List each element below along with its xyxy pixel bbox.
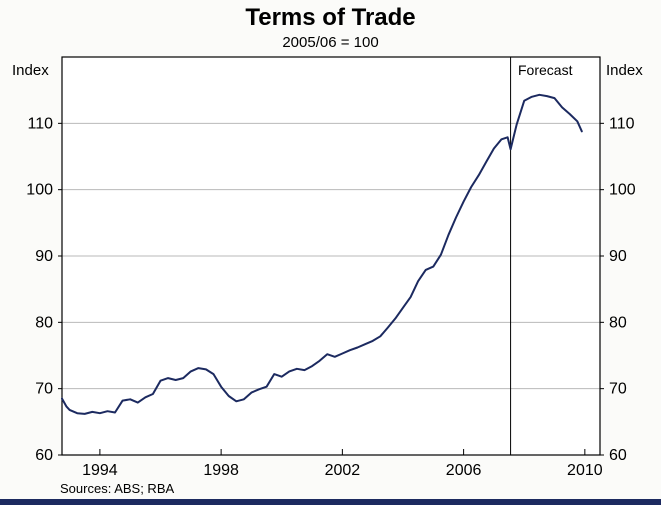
svg-text:1994: 1994	[82, 462, 118, 479]
chart-title: Terms of Trade	[245, 4, 416, 31]
svg-text:110: 110	[27, 115, 53, 132]
svg-text:90: 90	[609, 248, 627, 265]
svg-text:80: 80	[35, 314, 53, 331]
chart-subtitle: 2005/06 = 100	[282, 34, 379, 51]
svg-text:100: 100	[609, 182, 636, 199]
svg-text:60: 60	[609, 447, 627, 464]
svg-text:60: 60	[35, 447, 53, 464]
svg-text:100: 100	[26, 182, 53, 199]
right-axis-unit-label: Index	[606, 62, 643, 79]
svg-text:1998: 1998	[203, 462, 239, 479]
forecast-annotation: Forecast	[518, 62, 573, 78]
svg-text:70: 70	[609, 381, 627, 398]
svg-text:2002: 2002	[325, 462, 361, 479]
svg-text:2006: 2006	[446, 462, 482, 479]
svg-text:80: 80	[609, 314, 627, 331]
svg-text:90: 90	[35, 248, 53, 265]
svg-text:110: 110	[609, 115, 635, 132]
svg-text:70: 70	[35, 381, 53, 398]
left-axis-unit-label: Index	[12, 62, 49, 79]
svg-text:2010: 2010	[567, 462, 603, 479]
sources-note: Sources: ABS; RBA	[60, 481, 175, 496]
bottom-accent-bar	[0, 499, 661, 505]
